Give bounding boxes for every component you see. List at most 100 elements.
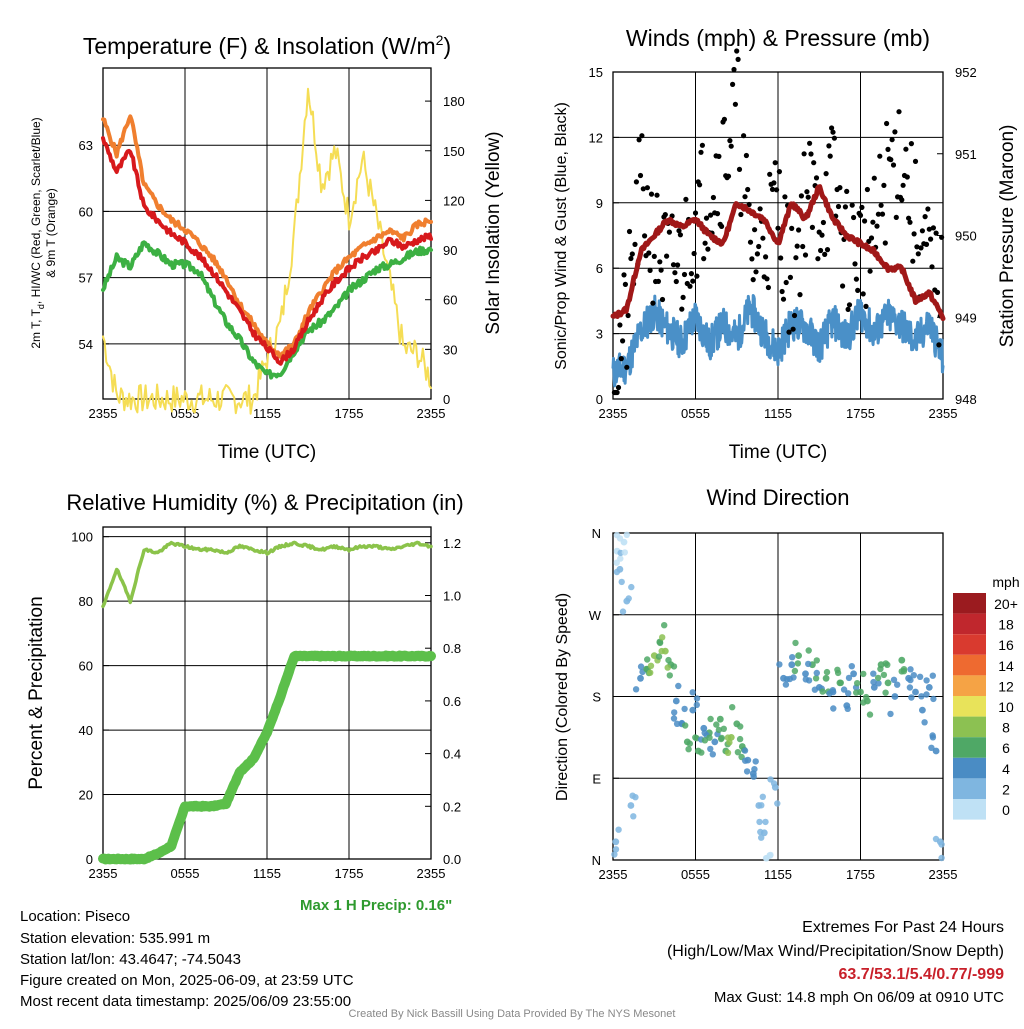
legend-swatch (953, 716, 986, 738)
gust-point (818, 247, 824, 254)
gust-point (628, 255, 634, 262)
wind-xtick-label: 1755 (846, 406, 875, 421)
gust-point (615, 384, 622, 391)
direction-point (776, 661, 783, 668)
dir-xtick-label: 1755 (846, 867, 875, 882)
direction-point (829, 687, 836, 694)
gust-point (699, 142, 706, 148)
gust-point (705, 246, 711, 252)
rh-xtick-label: 1155 (253, 866, 281, 881)
gust-point (813, 175, 820, 181)
gust-point (881, 182, 887, 188)
direction-point (767, 776, 774, 783)
gust-point (735, 56, 741, 63)
temp-title-sup: 2 (436, 32, 444, 48)
direction-point (658, 647, 665, 655)
direction-point (713, 721, 720, 728)
rh-ylabel: Percent & Precipitation (26, 596, 47, 789)
direction-point (844, 705, 851, 712)
gust-point (800, 243, 806, 250)
direction-point (837, 679, 844, 686)
gust-point (907, 219, 913, 225)
direction-point (756, 818, 763, 826)
direction-point (786, 675, 794, 683)
gust-point (910, 258, 916, 264)
legend-swatch (953, 799, 986, 820)
gust-point (801, 151, 807, 157)
direction-point (762, 818, 769, 826)
temp-ylabel-a: 2m T, T (29, 308, 43, 348)
gust-point (692, 210, 699, 216)
speed-legend (953, 593, 986, 820)
direction-point (632, 686, 640, 693)
gust-point (929, 264, 935, 270)
gust-point (697, 182, 703, 188)
direction-point (882, 689, 889, 696)
gust-point (679, 306, 685, 312)
direction-point (693, 701, 700, 709)
wind-ytick-label: 15 (589, 65, 603, 80)
dir-ytick-label: E (592, 771, 601, 786)
direction-point (791, 667, 799, 675)
direction-point (830, 705, 837, 712)
direction-point (681, 705, 688, 713)
dir-ytick-label: N (592, 526, 601, 541)
direction-point (860, 670, 867, 678)
gust-point (771, 180, 777, 186)
extremes-title: Extremes For Past 24 Hours (802, 919, 1004, 936)
gust-point (647, 267, 653, 273)
gust-point (807, 140, 813, 146)
gust-point (753, 269, 759, 275)
temp-y2tick-label: 30 (443, 342, 457, 357)
temp-ytick-label: 54 (79, 337, 93, 352)
latlon-label: Station lat/lon: 43.4647; -74.5043 (20, 951, 242, 968)
direction-point (613, 559, 620, 566)
gust-point (701, 256, 707, 262)
gust-point (680, 294, 686, 300)
gust-point (657, 259, 663, 265)
gust-point (857, 212, 864, 218)
insolation-line (102, 87, 432, 415)
gust-point (767, 171, 773, 177)
gust-point (842, 204, 849, 210)
gust-point (896, 109, 902, 115)
legend-label: 4 (1002, 761, 1010, 777)
direction-point (736, 735, 744, 743)
gust-point (805, 194, 811, 200)
gust-point (922, 214, 928, 220)
gust-point (912, 158, 919, 164)
direction-point (758, 802, 765, 809)
gust-point (734, 48, 740, 54)
gust-point (822, 251, 828, 257)
gust-point (655, 278, 662, 284)
direction-point (894, 681, 901, 688)
gust-point (830, 129, 836, 135)
rh-line (101, 540, 433, 609)
temp-xtick-label: 2355 (417, 406, 446, 421)
gust-point (703, 215, 710, 221)
gust-point (849, 202, 855, 208)
direction-point (726, 739, 733, 746)
temp-9m-line (101, 114, 433, 359)
gust-point (878, 202, 884, 208)
wind-xtick-label: 2355 (599, 406, 628, 421)
direction-point (794, 660, 802, 667)
gust-point (677, 232, 684, 238)
precip-line (98, 650, 436, 865)
direction-point (918, 693, 925, 700)
direction-point (615, 826, 622, 833)
gust-point (620, 338, 626, 344)
direction-point (813, 669, 820, 677)
rh-ytick-label: 40 (79, 723, 93, 738)
wind-ytick-label: 9 (596, 196, 603, 211)
direction-point (612, 838, 620, 846)
wind-ytick-label: 6 (596, 261, 603, 276)
direction-point (707, 745, 714, 753)
gust-point (787, 274, 794, 280)
temp-y2tick-label: 180 (443, 94, 465, 109)
rh-ytick-label: 60 (79, 659, 93, 674)
direction-point (629, 792, 636, 799)
dir-xtick-label: 2355 (599, 867, 628, 882)
gust-point (820, 219, 827, 226)
direction-point (805, 660, 812, 668)
